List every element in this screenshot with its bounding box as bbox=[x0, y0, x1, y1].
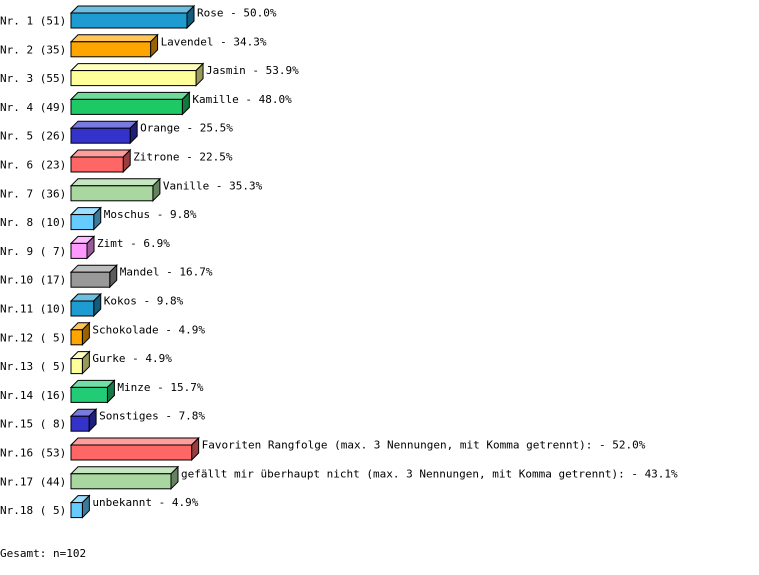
category-label: Nr.15 ( 8) bbox=[0, 418, 66, 431]
category-label: Nr.14 (16) bbox=[0, 389, 66, 402]
category-label: Nr.11 (10) bbox=[0, 303, 66, 316]
category-label: Nr.10 (17) bbox=[0, 274, 66, 287]
bar-top bbox=[69, 120, 139, 129]
category-label: Nr. 1 (51) bbox=[0, 15, 66, 28]
bar bbox=[70, 70, 197, 87]
value-label: Kokos - 9.8% bbox=[104, 295, 184, 308]
value-label: gefällt mir überhaupt nicht (max. 3 Nenn… bbox=[181, 467, 678, 480]
category-label: Nr.16 (53) bbox=[0, 447, 66, 460]
bar bbox=[70, 271, 111, 288]
bar-top bbox=[69, 149, 132, 158]
category-label: Nr.17 (44) bbox=[0, 475, 66, 488]
value-label: Zimt - 6.9% bbox=[97, 237, 170, 250]
category-label: Nr. 5 (26) bbox=[0, 130, 66, 143]
bar bbox=[70, 444, 193, 461]
bar-top bbox=[69, 264, 118, 273]
value-label: Schokolade - 4.9% bbox=[92, 323, 205, 336]
bar bbox=[70, 358, 83, 375]
bar bbox=[70, 502, 83, 519]
value-label: Minze - 15.7% bbox=[117, 381, 203, 394]
bar-top bbox=[69, 437, 200, 446]
bar-top bbox=[69, 466, 180, 475]
bar bbox=[70, 127, 131, 144]
bar bbox=[70, 98, 183, 115]
category-label: Nr. 7 (36) bbox=[0, 187, 66, 200]
bar bbox=[70, 329, 83, 346]
value-label: Lavendel - 34.3% bbox=[161, 35, 267, 48]
value-label: Jasmin - 53.9% bbox=[206, 64, 299, 77]
category-label: Nr. 4 (49) bbox=[0, 101, 66, 114]
bar-top bbox=[69, 178, 162, 187]
category-label: Nr.13 ( 5) bbox=[0, 360, 66, 373]
value-label: Favoriten Rangfolge (max. 3 Nennungen, m… bbox=[202, 439, 646, 452]
bar bbox=[70, 12, 188, 29]
bar-top bbox=[69, 91, 191, 100]
value-label: Vanille - 35.3% bbox=[163, 179, 263, 192]
category-label: Nr. 9 ( 7) bbox=[0, 245, 66, 258]
bar bbox=[70, 473, 172, 490]
bar bbox=[70, 214, 95, 231]
value-label: Gurke - 4.9% bbox=[92, 352, 172, 365]
bar bbox=[70, 300, 95, 317]
category-label: Nr. 6 (23) bbox=[0, 159, 66, 172]
value-label: unbekannt - 4.9% bbox=[92, 496, 198, 509]
category-label: Nr.18 ( 5) bbox=[0, 504, 66, 517]
bar bbox=[70, 242, 88, 259]
value-label: Moschus - 9.8% bbox=[104, 208, 197, 221]
footer: Gesamt: n=102 bbox=[0, 547, 86, 560]
category-label: Nr. 8 (10) bbox=[0, 216, 66, 229]
bar-top bbox=[69, 34, 159, 43]
bar bbox=[70, 386, 108, 403]
value-label: Mandel - 16.7% bbox=[120, 266, 213, 279]
bar bbox=[70, 41, 152, 58]
value-label: Rose - 50.0% bbox=[197, 7, 277, 20]
bar-top bbox=[69, 63, 205, 72]
value-label: Zitrone - 22.5% bbox=[133, 151, 233, 164]
bar bbox=[70, 156, 124, 173]
value-label: Orange - 25.5% bbox=[140, 122, 233, 135]
category-label: Nr. 2 (35) bbox=[0, 43, 66, 56]
bar-top bbox=[69, 5, 196, 14]
category-label: Nr.12 ( 5) bbox=[0, 331, 66, 344]
value-label: Kamille - 48.0% bbox=[192, 93, 292, 106]
category-label: Nr. 3 (55) bbox=[0, 72, 66, 85]
value-label: Sonstiges - 7.8% bbox=[99, 410, 205, 423]
bar bbox=[70, 415, 90, 432]
bar bbox=[70, 185, 154, 202]
